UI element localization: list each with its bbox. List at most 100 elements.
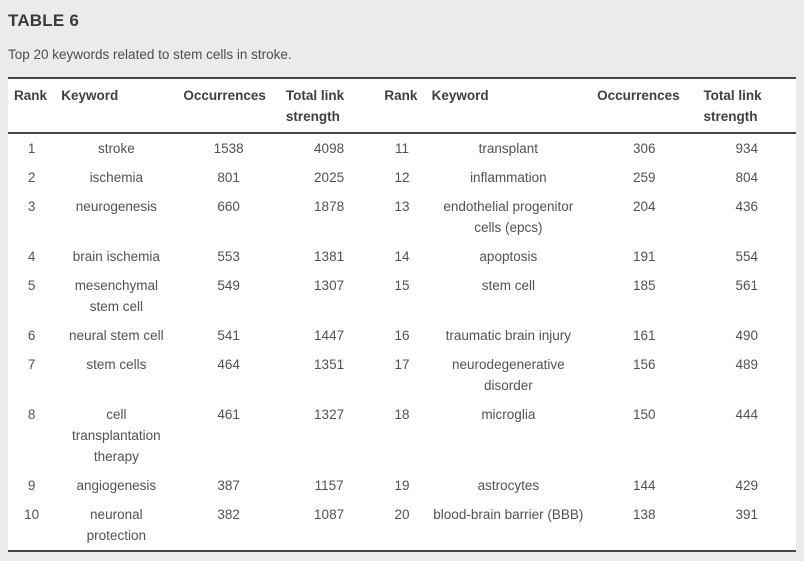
rank-cell: 14 <box>394 249 410 264</box>
table-row: 1 stroke 1538 4098 11 transplant 306 934 <box>8 133 796 163</box>
table-row: 3 neurogenesis 660 1878 13 endothelial progen… <box>8 192 796 242</box>
rank-cell: 5 <box>27 278 36 293</box>
rank-cell: 11 <box>394 141 409 156</box>
keyword-cell: stem cells <box>86 357 147 372</box>
keyword-cell: neurodegenerative disorder <box>452 357 565 393</box>
keyword-cell: microglia <box>481 407 536 422</box>
occurrences-cell: 464 <box>217 357 240 372</box>
table-row: 9 angiogenesis 387 1157 19 astrocytes 144 429 <box>8 471 796 500</box>
table-row: 4 brain ischemia 553 1381 14 apoptosis 191 554 <box>8 242 796 271</box>
occurrences-cell: 306 <box>632 141 656 156</box>
occurrences-cell: 549 <box>217 278 240 293</box>
rank-cell: 16 <box>394 328 410 343</box>
rank-cell: 13 <box>394 199 410 214</box>
total-link-strength-cell: 1307 <box>314 278 345 293</box>
col-header-occurrences-right: Occurrences <box>591 78 698 134</box>
rank-cell: 8 <box>27 407 36 422</box>
rank-cell: 19 <box>394 478 410 493</box>
occurrences-cell: 204 <box>632 199 656 214</box>
total-link-strength-cell: 1447 <box>314 328 345 343</box>
occurrences-cell: 138 <box>632 507 656 522</box>
occurrences-cell: 156 <box>632 357 656 372</box>
total-link-strength-cell: 429 <box>735 478 758 493</box>
keyword-cell: inflammation <box>470 170 547 185</box>
occurrences-cell: 185 <box>632 278 656 293</box>
keyword-cell: brain ischemia <box>72 249 160 264</box>
col-header-keyword-right: Keyword <box>425 78 592 134</box>
total-link-strength-cell: 1351 <box>314 357 345 372</box>
occurrences-cell: 387 <box>217 478 240 493</box>
occurrences-cell: 144 <box>632 478 656 493</box>
table-header: Rank Keyword Occurrences Total link stre… <box>8 78 796 134</box>
total-link-strength-cell: 1087 <box>314 507 345 522</box>
occurrences-cell: 461 <box>217 407 240 422</box>
total-link-strength-cell: 804 <box>735 170 758 185</box>
keyword-cell: neurogenesis <box>75 199 157 214</box>
rank-cell: 4 <box>27 249 36 264</box>
keyword-cell: traumatic brain injury <box>445 328 571 343</box>
total-link-strength-cell: 561 <box>735 278 758 293</box>
occurrences-cell: 161 <box>632 328 656 343</box>
col-header-occurrences-left: Occurrences <box>177 78 280 134</box>
keyword-cell: cell transplantation therapy <box>72 407 161 464</box>
total-link-strength-cell: 4098 <box>314 141 345 156</box>
col-header-total-link-strength-left: Total link strength <box>279 78 379 134</box>
col-header-rank-right: Rank <box>378 78 426 134</box>
table-row: 8 cell transplantation therapy 461 1327 18 mi… <box>8 400 796 471</box>
occurrences-cell: 259 <box>632 170 656 185</box>
rank-cell: 9 <box>27 478 36 493</box>
keyword-cell: mesenchymal stem cell <box>74 278 158 314</box>
table-row: 2 ischemia 801 2025 12 inflammation 259 804 <box>8 163 796 192</box>
keyword-cell: blood-brain barrier (BBB) <box>433 507 584 522</box>
rank-cell: 17 <box>394 357 410 372</box>
keyword-cell: apoptosis <box>479 249 538 264</box>
keyword-cell: astrocytes <box>477 478 540 493</box>
col-header-keyword-left: Keyword <box>55 78 178 134</box>
keywords-table: Rank Keyword Occurrences Total link stre… <box>8 77 796 552</box>
col-header-rank-left: Rank <box>8 78 56 134</box>
rank-cell: 3 <box>27 199 36 214</box>
occurrences-cell: 553 <box>217 249 240 264</box>
table-row: 7 stem cells 464 1351 17 neurodegenerative di… <box>8 350 796 400</box>
table-title: TABLE 6 <box>8 11 79 30</box>
occurrences-cell: 1538 <box>213 141 244 156</box>
keyword-cell: neuronal protection <box>86 507 146 543</box>
col-header-total-link-strength-right: Total link strength <box>697 78 796 134</box>
total-link-strength-cell: 391 <box>735 507 758 522</box>
keyword-cell: endothelial progenitor cells (epcs) <box>443 199 574 235</box>
occurrences-cell: 191 <box>632 249 656 264</box>
table-body: 1 stroke 1538 4098 11 transplant 306 934 2 ischem… <box>8 133 796 551</box>
total-link-strength-cell: 554 <box>735 249 758 264</box>
keyword-cell: ischemia <box>89 170 143 185</box>
rank-cell: 18 <box>394 407 410 422</box>
table-row: 10 neuronal protection 382 1087 20 blood-brai… <box>8 500 796 551</box>
rank-cell: 2 <box>27 170 36 185</box>
occurrences-cell: 660 <box>217 199 240 214</box>
header-row: Rank Keyword Occurrences Total link stre… <box>8 78 796 134</box>
rank-cell: 6 <box>27 328 36 343</box>
total-link-strength-cell: 1327 <box>314 407 345 422</box>
occurrences-cell: 801 <box>217 170 240 185</box>
keyword-cell: transplant <box>478 141 538 156</box>
keyword-cell: stroke <box>97 141 135 156</box>
table-row: 5 mesenchymal stem cell 549 1307 15 stem cell… <box>8 271 796 321</box>
keyword-cell: neural stem cell <box>69 328 164 343</box>
rank-cell: 12 <box>394 170 410 185</box>
total-link-strength-cell: 489 <box>735 357 758 372</box>
total-link-strength-cell: 490 <box>735 328 758 343</box>
table-row: 6 neural stem cell 541 1447 16 traumatic brai… <box>8 321 796 350</box>
keyword-cell: stem cell <box>481 278 535 293</box>
occurrences-cell: 150 <box>632 407 656 422</box>
occurrences-cell: 382 <box>217 507 240 522</box>
rank-cell: 15 <box>394 278 410 293</box>
rank-cell: 20 <box>394 507 410 522</box>
total-link-strength-cell: 1878 <box>314 199 345 214</box>
table-caption: Top 20 keywords related to stem cells in… <box>8 47 292 62</box>
total-link-strength-cell: 444 <box>735 407 758 422</box>
total-link-strength-cell: 1157 <box>314 478 344 493</box>
rank-cell: 10 <box>24 507 40 522</box>
rank-cell: 1 <box>27 141 36 156</box>
total-link-strength-cell: 436 <box>735 199 758 214</box>
total-link-strength-cell: 934 <box>735 141 758 156</box>
